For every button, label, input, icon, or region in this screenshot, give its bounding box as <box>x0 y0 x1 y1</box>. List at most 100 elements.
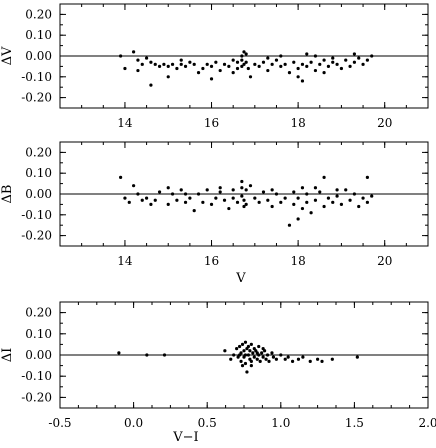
data-point <box>313 68 318 73</box>
data-point <box>144 56 149 60</box>
data-point <box>361 62 365 66</box>
data-point <box>140 198 144 202</box>
data-point <box>240 58 244 62</box>
y-tick-label: 0.10 <box>25 28 52 42</box>
data-point <box>179 58 183 62</box>
data-point <box>305 52 309 56</box>
data-point <box>157 190 162 194</box>
data-point <box>296 75 300 79</box>
data-point <box>348 64 352 68</box>
data-point <box>339 66 344 71</box>
data-point <box>305 200 309 204</box>
data-point <box>283 196 287 200</box>
data-point <box>296 66 300 71</box>
data-point <box>242 204 246 209</box>
data-point <box>286 355 290 359</box>
data-point <box>123 66 127 71</box>
data-point <box>227 64 231 68</box>
y-tick-label: -0.10 <box>21 70 52 84</box>
y-tick-label: -0.20 <box>21 390 52 404</box>
x-tick-label: 16 <box>204 116 219 130</box>
data-point <box>209 77 214 81</box>
data-point <box>249 364 253 368</box>
y-tick-label: -0.20 <box>21 229 52 243</box>
data-point <box>344 58 348 62</box>
data-point <box>335 62 339 66</box>
y-tick-label: -0.10 <box>21 208 52 222</box>
panel-2: 0.20 0.10 0.00 -0.10 -0.20 14 16 18 20 ΔB V <box>0 141 429 286</box>
x-axis-title: V−I <box>172 430 198 445</box>
data-point <box>255 351 259 355</box>
y-tick-label: 0.20 <box>25 145 52 159</box>
data-point <box>267 359 271 363</box>
data-point <box>322 204 326 209</box>
data-point <box>279 64 283 68</box>
data-point <box>240 364 245 368</box>
data-point <box>300 206 305 211</box>
data-point <box>266 56 270 60</box>
data-point <box>209 202 214 206</box>
x-tick-label: 18 <box>290 254 305 268</box>
data-point <box>240 179 244 184</box>
x-tick-label: 2.0 <box>418 416 436 430</box>
data-point <box>305 192 309 196</box>
data-point <box>119 175 123 179</box>
data-point <box>292 60 296 64</box>
y-axis-title: ΔI <box>0 348 15 363</box>
data-point <box>232 353 236 357</box>
data-point <box>261 355 265 359</box>
data-point <box>119 54 123 58</box>
data-point <box>218 186 222 190</box>
data-point <box>149 83 153 87</box>
data-point <box>266 198 270 202</box>
data-point <box>145 353 149 357</box>
data-point <box>127 200 131 204</box>
x-tick-label: -0.5 <box>48 416 71 430</box>
x-tick-label: 14 <box>117 254 133 268</box>
data-point <box>318 62 322 66</box>
data-point <box>357 204 361 209</box>
y-tick-label: 0.00 <box>25 49 52 63</box>
data-point <box>240 54 244 58</box>
data-point <box>260 351 264 355</box>
data-point <box>316 357 320 361</box>
data-point <box>242 349 246 353</box>
x-tick-label: 1.0 <box>271 416 290 430</box>
data-point <box>237 344 242 349</box>
data-point <box>179 188 183 192</box>
data-point <box>166 64 170 68</box>
data-point <box>192 209 196 213</box>
x-tick-label: 20 <box>377 254 392 268</box>
data-point <box>227 206 231 211</box>
data-point <box>261 190 266 194</box>
data-point <box>344 188 348 192</box>
data-point <box>231 196 235 200</box>
data-point <box>322 175 326 179</box>
data-point <box>140 62 144 66</box>
data-point <box>205 188 209 192</box>
data-point <box>246 66 250 71</box>
data-point <box>331 200 335 204</box>
data-point <box>244 188 248 192</box>
data-point <box>335 194 339 198</box>
data-point <box>296 196 300 200</box>
data-point <box>242 62 246 66</box>
panel-3: 0.20 0.10 0.00 -0.10 -0.20 -0.5 0.0 0.5 1.0 1.5 2.… <box>0 301 436 445</box>
data-point <box>257 64 261 68</box>
data-point <box>265 353 270 357</box>
data-point <box>235 60 240 64</box>
data-point <box>242 198 246 202</box>
y-tick-label: 0.20 <box>25 7 52 21</box>
data-point <box>229 357 233 361</box>
data-point <box>279 200 283 204</box>
data-point <box>261 60 266 64</box>
y-tick-label: 0.00 <box>25 348 52 362</box>
data-point <box>240 342 245 346</box>
data-point <box>243 361 248 366</box>
data-point <box>214 196 218 200</box>
y-tick-label: 0.20 <box>25 306 52 320</box>
data-point <box>283 62 287 66</box>
data-point <box>246 344 251 349</box>
data-point <box>361 196 365 200</box>
data-point <box>153 198 157 202</box>
